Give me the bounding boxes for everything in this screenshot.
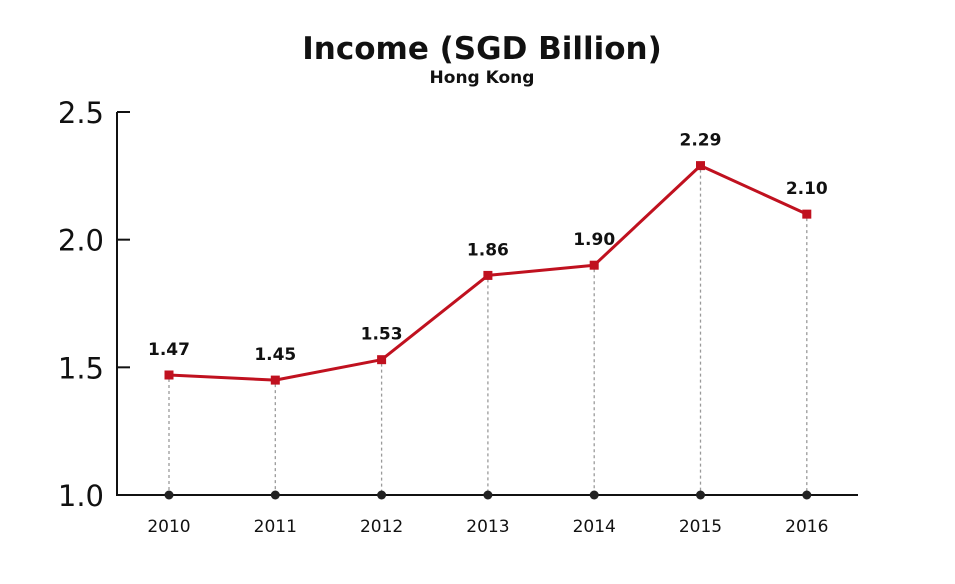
data-point xyxy=(802,209,812,219)
data-label: 1.53 xyxy=(361,325,403,345)
x-tick-label: 2015 xyxy=(679,517,722,537)
data-point xyxy=(589,260,599,270)
data-labels: 1.47 1.45 1.53 1.86 1.90 2.29 2.10 xyxy=(148,131,828,365)
base-marker xyxy=(377,490,387,500)
x-tick-label: 2014 xyxy=(573,517,616,537)
base-marker xyxy=(483,490,493,500)
data-point xyxy=(696,161,705,171)
data-label: 2.10 xyxy=(786,179,828,199)
data-point xyxy=(483,270,493,280)
data-point xyxy=(377,355,387,365)
base-marker xyxy=(696,490,705,500)
x-tick-label: 2012 xyxy=(360,517,403,537)
base-marker xyxy=(164,490,174,500)
y-tick-label: 2.0 xyxy=(58,224,104,258)
data-label: 1.47 xyxy=(148,340,190,360)
y-tick-label: 1.5 xyxy=(58,351,104,385)
chart-subtitle: Hong Kong xyxy=(430,68,535,88)
data-label: 2.29 xyxy=(680,131,722,151)
data-label: 1.90 xyxy=(573,230,615,250)
data-label: 1.86 xyxy=(467,240,509,260)
y-tick-label: 2.5 xyxy=(58,96,104,130)
base-marker xyxy=(270,490,280,500)
data-point xyxy=(164,370,174,380)
x-tick-label: 2011 xyxy=(254,517,297,537)
base-marker xyxy=(802,490,812,500)
chart-title: Income (SGD Billion) xyxy=(302,31,662,67)
series xyxy=(164,161,812,385)
y-tick-label: 1.0 xyxy=(58,479,104,513)
x-tick-label: 2010 xyxy=(147,517,190,537)
axes: 1.0 1.5 2.0 2.5 2010 2011 2012 2013 2014 2015 2016 xyxy=(58,96,858,537)
base-marker xyxy=(589,490,599,500)
data-label: 1.45 xyxy=(254,345,296,365)
drop-lines xyxy=(164,169,812,500)
x-tick-label: 2013 xyxy=(466,517,509,537)
x-tick-label: 2016 xyxy=(785,517,828,537)
data-point xyxy=(270,375,280,385)
